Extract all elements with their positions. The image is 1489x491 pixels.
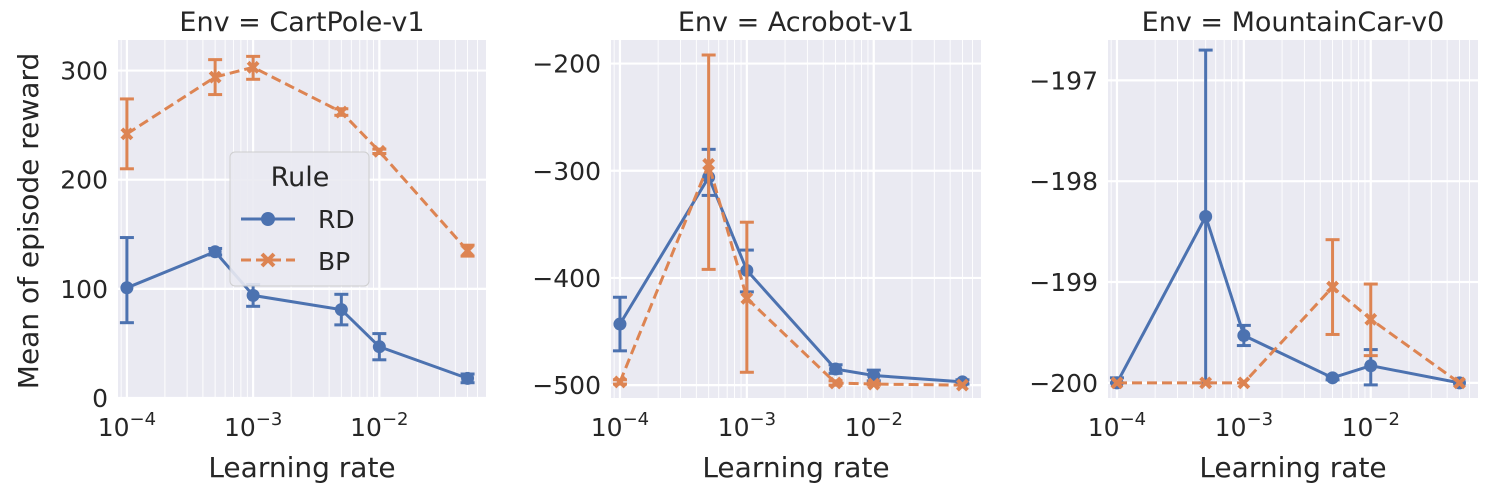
x-tick-label: 10−3	[224, 409, 282, 442]
data-point-bp	[867, 377, 881, 391]
panel-title: Env = MountainCar-v0	[1142, 7, 1445, 38]
data-point-rd	[461, 371, 475, 385]
x-tick-label: 10−4	[591, 409, 649, 442]
y-tick-label: 300	[60, 57, 108, 86]
y-tick-label: −500	[532, 371, 601, 400]
plot-area	[611, 40, 981, 398]
plot-area	[1108, 40, 1478, 398]
series-bp	[1110, 238, 1466, 390]
data-point-rd	[208, 245, 222, 259]
data-point-rd	[1326, 371, 1340, 385]
legend: Rule RD BP	[229, 151, 370, 287]
y-tick-label: −199	[1029, 268, 1098, 297]
x-tick-label: 10−2	[350, 409, 408, 442]
data-point-rd	[1364, 359, 1378, 373]
data-point-bp	[1199, 376, 1213, 390]
data-point-bp	[1364, 312, 1378, 326]
series-line-bp	[618, 159, 963, 387]
data-point-bp	[1453, 376, 1466, 390]
legend-rd-label: RD	[318, 205, 355, 234]
legend-title: Rule	[271, 162, 330, 193]
data-point-bp	[613, 375, 627, 389]
data-point-bp	[702, 157, 716, 171]
data-point-rd	[1237, 328, 1251, 342]
series-line-rd	[1115, 212, 1460, 385]
chart-panel-3: 10−4 10−3 10−2 −200 −199 −198 −197 Env = Mounta…	[1029, 7, 1478, 484]
data-point-rd	[372, 340, 386, 354]
legend-bp-marker	[260, 252, 276, 268]
y-tick-label: −400	[532, 264, 601, 293]
data-point-bp	[461, 244, 474, 258]
y-tick-label: −198	[1029, 167, 1098, 196]
data-point-rd	[829, 362, 843, 376]
series-line-rd	[618, 173, 963, 384]
data-point-bp	[1326, 280, 1339, 294]
y-tick-label: 100	[60, 275, 108, 304]
series-bp	[119, 54, 475, 258]
data-point-bp	[740, 291, 754, 305]
series-line-rd	[126, 249, 469, 380]
x-tick-label: 10−3	[1215, 409, 1273, 442]
legend-rd-marker	[261, 212, 275, 226]
y-tick-label: −300	[532, 157, 601, 186]
x-tick-label: 10−4	[98, 409, 156, 442]
data-point-rd	[1199, 209, 1213, 223]
series-rd	[119, 236, 475, 385]
data-point-bp	[246, 60, 260, 74]
data-point-bp	[372, 144, 386, 158]
data-point-rd	[120, 281, 134, 295]
data-point-rd	[613, 317, 627, 331]
legend-box	[229, 151, 370, 287]
x-axis-label: Learning rate	[208, 451, 395, 484]
y-tick-label: −200	[532, 50, 601, 79]
x-tick-label: 10−3	[718, 409, 776, 442]
data-point-bp	[208, 70, 222, 84]
series-bp	[612, 53, 969, 392]
y-tick-label: 200	[60, 166, 108, 195]
x-axis-label: Learning rate	[702, 451, 889, 484]
legend-bp-label: BP	[318, 247, 350, 276]
data-point-bp	[829, 376, 842, 390]
series-line-bp	[126, 65, 469, 252]
x-axis-label: Learning rate	[1199, 451, 1386, 484]
y-tick-label: 0	[92, 384, 108, 413]
x-tick-label: 10−4	[1088, 409, 1146, 442]
data-point-bp	[120, 127, 134, 141]
panel-title: Env = CartPole-v1	[179, 7, 424, 38]
x-tick-label: 10−2	[845, 409, 903, 442]
y-tick-label: −200	[1029, 369, 1098, 398]
data-point-bp	[956, 378, 969, 392]
y-tick-label: −197	[1029, 66, 1098, 95]
data-point-bp	[1110, 376, 1124, 390]
chart-panel-2: 10−4 10−3 10−2 −500 −400 −300 −200 Env = Acrobo…	[532, 7, 981, 484]
y-axis-label: Mean of episode reward	[12, 53, 45, 389]
x-tick-label: 10−2	[1342, 409, 1400, 442]
data-point-rd	[246, 288, 260, 302]
data-point-bp	[334, 105, 348, 119]
panel-title: Env = Acrobot-v1	[678, 7, 914, 38]
data-point-rd	[334, 303, 348, 317]
data-point-bp	[1237, 376, 1251, 390]
